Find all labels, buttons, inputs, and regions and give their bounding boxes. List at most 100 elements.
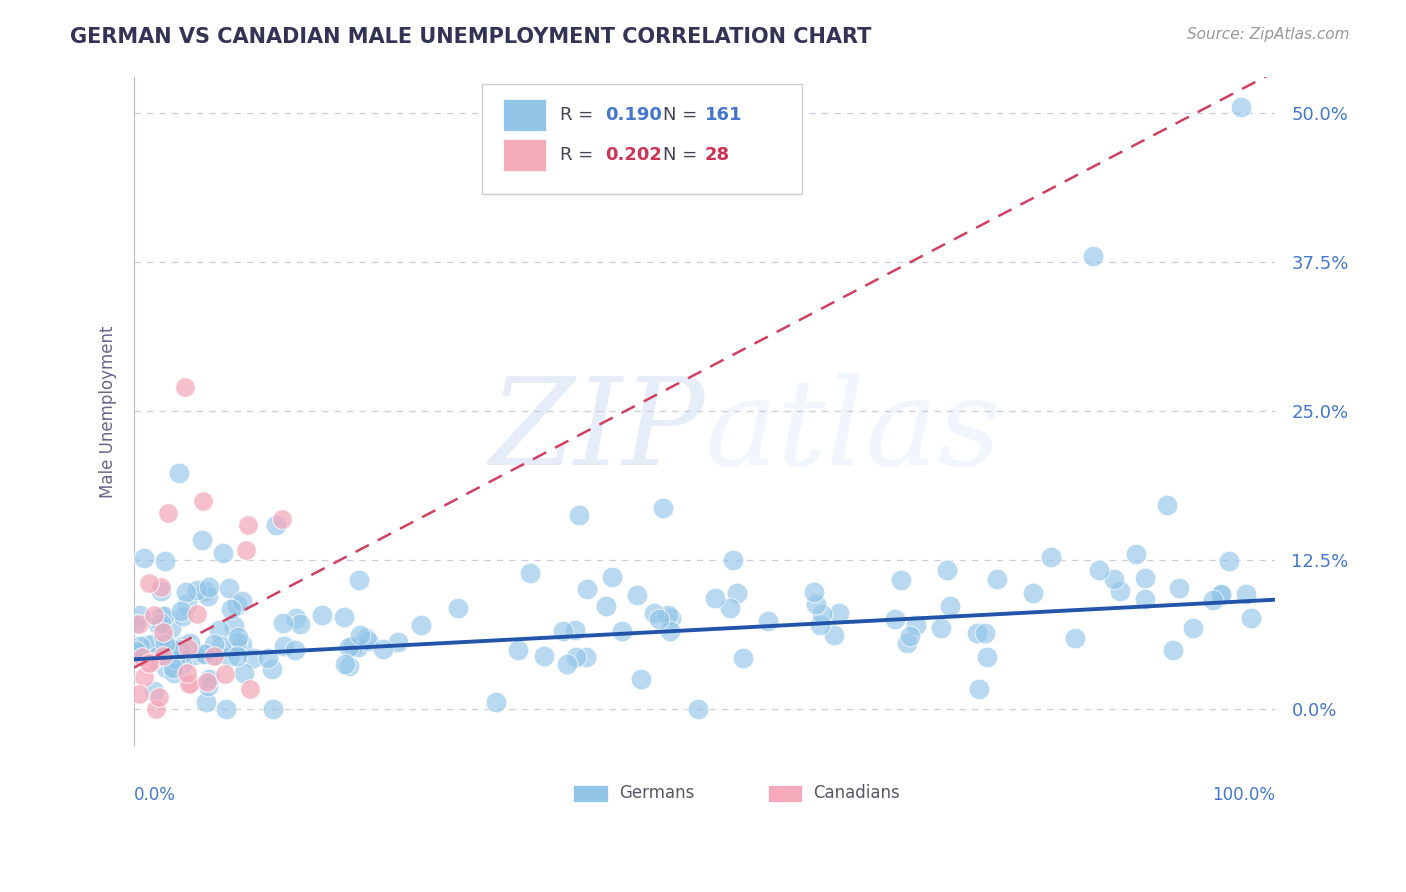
Text: N =: N = bbox=[662, 146, 703, 164]
Point bbox=[721, 553, 744, 567]
Point bbox=[172, 646, 194, 660]
Point bbox=[595, 599, 617, 613]
Point bbox=[191, 647, 214, 661]
Point bbox=[143, 608, 166, 623]
Point bbox=[1022, 586, 1045, 600]
Point bbox=[1240, 611, 1263, 625]
Point bbox=[186, 582, 208, 597]
Point bbox=[197, 679, 219, 693]
Point bbox=[198, 580, 221, 594]
Point bbox=[155, 661, 177, 675]
Point bbox=[349, 628, 371, 642]
Point bbox=[810, 607, 832, 622]
Point bbox=[150, 615, 173, 630]
Point bbox=[409, 618, 432, 632]
Point bbox=[659, 611, 682, 625]
Point bbox=[890, 573, 912, 587]
Point bbox=[198, 672, 221, 686]
Point bbox=[688, 702, 710, 716]
Point bbox=[311, 607, 333, 622]
Point bbox=[804, 597, 827, 611]
Point bbox=[202, 648, 225, 663]
Point bbox=[966, 626, 988, 640]
Point bbox=[176, 597, 198, 611]
Point bbox=[242, 651, 264, 665]
Point bbox=[273, 639, 295, 653]
Point bbox=[1039, 549, 1062, 564]
Point bbox=[152, 609, 174, 624]
Point bbox=[1201, 593, 1223, 607]
Point bbox=[373, 642, 395, 657]
Point bbox=[1182, 621, 1205, 635]
Point bbox=[225, 635, 247, 649]
Point bbox=[174, 380, 197, 394]
Point bbox=[651, 501, 673, 516]
Point bbox=[138, 654, 160, 668]
Point bbox=[235, 543, 257, 558]
Point bbox=[160, 642, 183, 657]
Point bbox=[169, 642, 191, 657]
Point bbox=[176, 641, 198, 656]
Point bbox=[176, 666, 198, 681]
Point bbox=[271, 511, 294, 525]
Point bbox=[1230, 100, 1253, 114]
Point bbox=[153, 554, 176, 568]
Point bbox=[337, 659, 360, 673]
Point bbox=[135, 638, 157, 652]
Point bbox=[143, 683, 166, 698]
Point bbox=[967, 681, 990, 696]
Point bbox=[648, 612, 671, 626]
Point bbox=[347, 573, 370, 587]
Point bbox=[218, 581, 240, 595]
Point bbox=[225, 649, 247, 664]
Point bbox=[905, 618, 928, 632]
Point bbox=[194, 695, 217, 709]
Point bbox=[148, 690, 170, 704]
Point bbox=[533, 649, 555, 664]
Point bbox=[333, 610, 356, 624]
Point bbox=[976, 650, 998, 665]
Text: Germans: Germans bbox=[619, 784, 695, 802]
Point bbox=[128, 646, 150, 660]
Point bbox=[264, 517, 287, 532]
Text: 0.202: 0.202 bbox=[606, 146, 662, 164]
Point bbox=[1133, 571, 1156, 585]
Point bbox=[828, 606, 851, 620]
Point bbox=[152, 624, 174, 639]
Text: Canadians: Canadians bbox=[813, 784, 900, 802]
Point bbox=[132, 670, 155, 684]
Point bbox=[195, 675, 218, 690]
Point bbox=[896, 636, 918, 650]
Point bbox=[131, 649, 153, 664]
Text: GERMAN VS CANADIAN MALE UNEMPLOYMENT CORRELATION CHART: GERMAN VS CANADIAN MALE UNEMPLOYMENT COR… bbox=[70, 27, 872, 46]
Point bbox=[219, 602, 242, 616]
Point bbox=[150, 583, 173, 598]
Point bbox=[1102, 572, 1125, 586]
Point bbox=[659, 624, 682, 638]
Point bbox=[1234, 587, 1257, 601]
Point bbox=[194, 647, 217, 661]
Point bbox=[262, 702, 284, 716]
Point bbox=[519, 566, 541, 580]
Point bbox=[226, 598, 249, 612]
Point bbox=[212, 546, 235, 560]
Point bbox=[731, 651, 754, 665]
FancyBboxPatch shape bbox=[574, 785, 607, 802]
Point bbox=[170, 657, 193, 672]
Point bbox=[209, 639, 232, 653]
Point bbox=[725, 585, 748, 599]
Point bbox=[124, 616, 146, 631]
FancyBboxPatch shape bbox=[768, 785, 801, 802]
Point bbox=[704, 591, 727, 606]
Point bbox=[506, 643, 529, 657]
Point bbox=[194, 583, 217, 598]
Point bbox=[148, 644, 170, 658]
Point bbox=[337, 640, 360, 655]
Point bbox=[163, 665, 186, 680]
Point bbox=[150, 609, 173, 624]
Point bbox=[128, 687, 150, 701]
Point bbox=[626, 588, 648, 602]
Text: Source: ZipAtlas.com: Source: ZipAtlas.com bbox=[1187, 27, 1350, 42]
Point bbox=[172, 608, 194, 623]
Point bbox=[202, 637, 225, 651]
